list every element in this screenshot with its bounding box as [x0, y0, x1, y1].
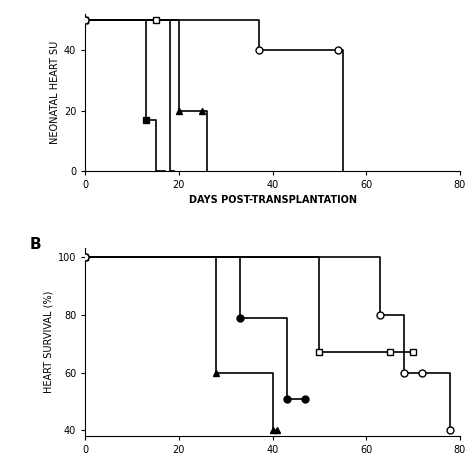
Y-axis label: HEART SURVIVAL (%): HEART SURVIVAL (%): [44, 291, 54, 393]
Text: B: B: [29, 237, 41, 252]
Y-axis label: NEONATAL HEART SU: NEONATAL HEART SU: [50, 41, 60, 144]
X-axis label: DAYS POST-TRANSPLANTATION: DAYS POST-TRANSPLANTATION: [189, 195, 356, 205]
